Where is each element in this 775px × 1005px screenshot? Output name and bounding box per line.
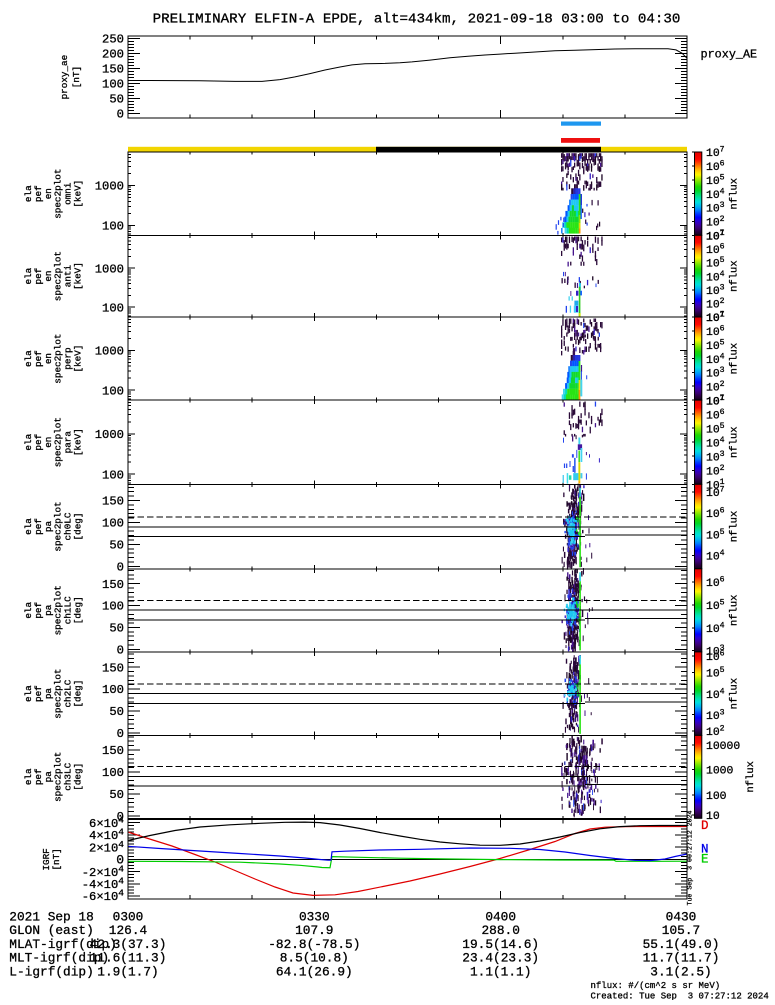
svg-text:11.6(11.3): 11.6(11.3) — [90, 951, 167, 966]
svg-text:100: 100 — [706, 791, 727, 803]
svg-text:2021 Sep 18: 2021 Sep 18 — [9, 909, 93, 924]
svg-text:PRELIMINARY ELFIN-A EPDE, alt=: PRELIMINARY ELFIN-A EPDE, alt=434km, 202… — [153, 12, 681, 28]
svg-text:150: 150 — [102, 661, 124, 675]
svg-text:50: 50 — [109, 788, 124, 802]
svg-text:100: 100 — [102, 220, 124, 234]
svg-text:0: 0 — [117, 644, 124, 658]
svg-text:200: 200 — [102, 48, 124, 62]
svg-text:0: 0 — [117, 727, 124, 741]
svg-text:3.1(2.5): 3.1(2.5) — [650, 965, 711, 980]
svg-text:50: 50 — [109, 705, 124, 719]
svg-text:nflux: nflux — [729, 426, 741, 458]
svg-text:nflux: nflux — [729, 511, 741, 543]
svg-text:105.7: 105.7 — [662, 923, 700, 938]
svg-text:nflux: nflux — [729, 178, 741, 210]
svg-text:100: 100 — [102, 468, 124, 482]
svg-text:1000: 1000 — [95, 345, 124, 359]
svg-text:19.5(14.6): 19.5(14.6) — [462, 937, 539, 952]
svg-text:Created: Tue Sep 3 07:27:12 2: Created: Tue Sep 3 07:27:12 2024 — [591, 992, 769, 1001]
svg-text:50: 50 — [109, 93, 124, 107]
svg-text:1.1(1.1): 1.1(1.1) — [470, 965, 531, 980]
svg-text:[nT]: [nT] — [51, 848, 62, 870]
svg-text:nflux: nflux — [729, 678, 741, 710]
svg-text:100: 100 — [102, 766, 124, 780]
svg-text:150: 150 — [102, 744, 124, 758]
svg-text:55.1(49.0): 55.1(49.0) — [643, 937, 720, 952]
svg-text:8.5(10.8): 8.5(10.8) — [280, 951, 349, 966]
svg-text:100: 100 — [102, 683, 124, 697]
svg-text:1.9(1.7): 1.9(1.7) — [97, 965, 158, 980]
svg-text:42.3(37.3): 42.3(37.3) — [90, 937, 167, 952]
svg-text:proxy_AE: proxy_AE — [701, 48, 758, 62]
svg-text:E: E — [701, 853, 709, 867]
svg-text:100: 100 — [102, 384, 124, 398]
svg-text:1000: 1000 — [95, 180, 124, 194]
svg-text:nflux: nflux — [729, 343, 741, 375]
svg-text:150: 150 — [102, 495, 124, 509]
svg-text:-6×104: -6×104 — [82, 888, 125, 905]
svg-text:[nT]: [nT] — [71, 66, 82, 88]
svg-text:64.1(26.9): 64.1(26.9) — [276, 965, 353, 980]
svg-text:250: 250 — [102, 33, 124, 47]
svg-text:nflux: nflux — [729, 595, 741, 627]
svg-text:107.9: 107.9 — [295, 923, 333, 938]
svg-text:nflux: nflux — [729, 260, 741, 292]
svg-text:0430: 0430 — [666, 909, 697, 924]
svg-text:[keV]: [keV] — [73, 262, 84, 290]
svg-text:0330: 0330 — [299, 909, 330, 924]
svg-text:-82.8(-78.5): -82.8(-78.5) — [268, 937, 360, 952]
svg-text:GLON (east): GLON (east) — [9, 923, 93, 938]
svg-text:11.7(11.7): 11.7(11.7) — [643, 951, 720, 966]
svg-text:100: 100 — [102, 600, 124, 614]
svg-text:nflux: nflux — [745, 761, 757, 793]
svg-text:D: D — [701, 819, 709, 833]
svg-text:150: 150 — [102, 63, 124, 77]
svg-text:[keV]: [keV] — [73, 180, 84, 208]
svg-text:50: 50 — [109, 622, 124, 636]
svg-text:nflux: #/(cm^2 s sr MeV): nflux: #/(cm^2 s sr MeV) — [591, 981, 721, 991]
svg-text:150: 150 — [102, 578, 124, 592]
svg-text:100: 100 — [102, 517, 124, 531]
svg-text:[keV]: [keV] — [73, 428, 84, 456]
svg-text:1000: 1000 — [95, 262, 124, 276]
svg-text:50: 50 — [109, 539, 124, 553]
svg-text:[deg]: [deg] — [73, 763, 84, 791]
svg-text:0: 0 — [117, 561, 124, 575]
svg-text:0: 0 — [117, 108, 124, 122]
svg-text:100: 100 — [102, 301, 124, 315]
svg-text:1000: 1000 — [706, 766, 734, 778]
svg-text:proxy_ae: proxy_ae — [59, 55, 70, 100]
svg-text:23.4(23.3): 23.4(23.3) — [462, 951, 539, 966]
svg-text:288.0: 288.0 — [481, 923, 519, 938]
svg-text:[deg]: [deg] — [73, 680, 84, 708]
svg-text:[deg]: [deg] — [73, 513, 84, 541]
svg-text:[deg]: [deg] — [73, 596, 84, 624]
svg-text:[keV]: [keV] — [73, 345, 84, 373]
svg-text:126.4: 126.4 — [109, 923, 148, 938]
svg-text:0300: 0300 — [113, 909, 144, 924]
svg-text:1000: 1000 — [95, 428, 124, 442]
svg-text:Tue Sep 3 00:27:12 2024: Tue Sep 3 00:27:12 2024 — [687, 810, 694, 905]
svg-text:100: 100 — [102, 78, 124, 92]
svg-text:0400: 0400 — [485, 909, 516, 924]
svg-text:10000: 10000 — [706, 741, 740, 753]
svg-text:L-igrf(dip): L-igrf(dip) — [9, 965, 93, 980]
